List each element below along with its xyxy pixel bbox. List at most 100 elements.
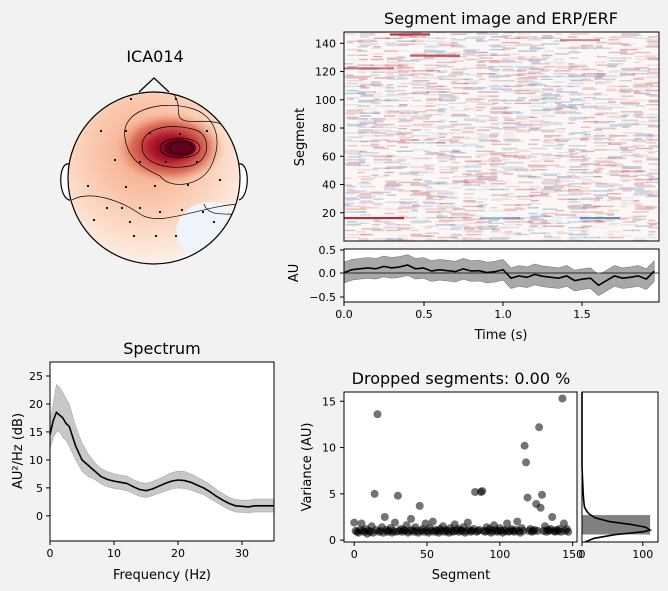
segment-image-cell <box>517 44 529 47</box>
segment-image-cell <box>358 101 378 103</box>
segment-image-cell <box>503 139 521 141</box>
segment-image-cell <box>346 89 359 92</box>
segment-image-cell <box>436 104 448 106</box>
segment-image-cell <box>347 140 367 143</box>
segment-image-cell <box>465 188 477 191</box>
segment-image-cell <box>516 81 529 83</box>
segment-image-cell <box>569 153 578 155</box>
erp-yticks: 0.5 0.0 −0.5 <box>309 244 344 304</box>
scatter-point <box>520 441 529 450</box>
segment-image-cell <box>646 137 653 140</box>
segment-image-cell <box>346 116 359 119</box>
topomap-sensors <box>86 97 222 238</box>
segment-image-cell <box>386 140 406 143</box>
segment-image-cell <box>515 204 532 206</box>
segment-image-cell <box>463 50 477 52</box>
segment-image-cell <box>344 63 354 65</box>
segment-image-cell <box>632 160 642 162</box>
segment-image-cell <box>633 239 647 242</box>
segment-image-cell <box>528 39 541 41</box>
segment-image-cell <box>568 188 581 191</box>
segment-image-cell <box>400 171 419 174</box>
segment-image-cell <box>517 195 535 198</box>
segment-image-cell <box>633 193 653 195</box>
segment-image-cell <box>436 157 455 160</box>
segment-image-cell <box>582 225 593 227</box>
segment-image-cell <box>594 219 614 222</box>
segment-image-cell <box>370 47 381 49</box>
segment-image-cell <box>646 44 659 47</box>
segment-image-cell <box>451 68 467 71</box>
segment-image-cell <box>410 235 432 237</box>
segment-image-cell <box>504 80 515 82</box>
segment-image-cell <box>478 139 498 141</box>
segment-image-cell <box>554 85 573 88</box>
segment-image-cell <box>568 190 583 192</box>
segment-image-cell <box>386 78 408 81</box>
segment-image-cell <box>541 36 555 38</box>
head-nose <box>138 77 170 93</box>
segment-image-cell <box>621 34 642 37</box>
segment-image-cell <box>649 95 659 97</box>
segment-image-cell <box>412 53 427 55</box>
segment-image-cell <box>620 50 628 52</box>
segment-image-cell <box>502 135 515 137</box>
segment-image-cell <box>569 65 588 68</box>
segment-image-cell <box>422 126 439 129</box>
segment-image-cell <box>435 224 456 226</box>
segment-image-cell <box>607 188 622 191</box>
segment-image-cell <box>635 185 656 188</box>
segment-image-cell <box>397 56 405 58</box>
segment-image-cell <box>347 161 366 164</box>
dropped-frame <box>343 391 578 543</box>
segment-image-cell <box>451 170 458 172</box>
segment-image-cell <box>476 33 499 35</box>
segment-image-cell <box>385 105 402 107</box>
segment-image-cell <box>426 197 434 199</box>
segment-image-cell <box>645 88 653 90</box>
segment-image-cell <box>502 149 513 151</box>
segment-image-cell <box>464 209 486 212</box>
segment-image-cell <box>517 37 529 40</box>
segment-image-cell <box>557 198 578 201</box>
segment-image-cell <box>489 44 502 47</box>
segment-image-cell <box>529 194 548 196</box>
segment-image-cell <box>544 236 561 239</box>
segment-image-cell <box>596 70 604 72</box>
segment-image-cell <box>648 226 659 229</box>
segment-image-cell <box>632 153 641 155</box>
segment-image-cell <box>345 132 366 134</box>
segment-image-cell <box>436 195 456 198</box>
segment-image-cell <box>596 215 603 218</box>
segment-image-cell <box>344 149 360 151</box>
segment-image-cell <box>491 70 500 72</box>
segment-image-cell <box>374 204 383 206</box>
segment-image-cell <box>594 78 616 81</box>
segment-image-cell <box>448 73 470 75</box>
segment-image-cell <box>634 178 653 181</box>
segment-image-cell <box>437 40 444 42</box>
segment-image-cell <box>567 160 585 162</box>
segment-image-cell <box>452 180 468 182</box>
segment-image-cell <box>492 84 499 86</box>
segment-image-cell <box>383 226 400 229</box>
segment-image-cell <box>476 150 495 153</box>
segment-image-cell <box>385 126 398 129</box>
segment-image-cell <box>478 207 487 209</box>
segment-image-cell <box>621 235 632 237</box>
segment-image-cell <box>554 95 564 97</box>
segment-image-cell <box>464 226 483 229</box>
segment-image-cell <box>542 108 564 110</box>
segment-image-cell <box>475 109 483 112</box>
segment-image-cell <box>412 142 425 144</box>
segment-image-cell <box>504 209 518 212</box>
segment-image-cell <box>502 89 517 92</box>
segment-image-cell <box>438 94 453 96</box>
segment-image-cell <box>648 139 659 141</box>
segment-image-cell <box>594 164 617 167</box>
segment-image-cell <box>373 121 384 123</box>
segment-image-cell <box>606 80 615 82</box>
segment-image-cell <box>423 74 434 76</box>
segment-image-cell <box>370 226 379 229</box>
segment-image-cell <box>424 167 435 170</box>
